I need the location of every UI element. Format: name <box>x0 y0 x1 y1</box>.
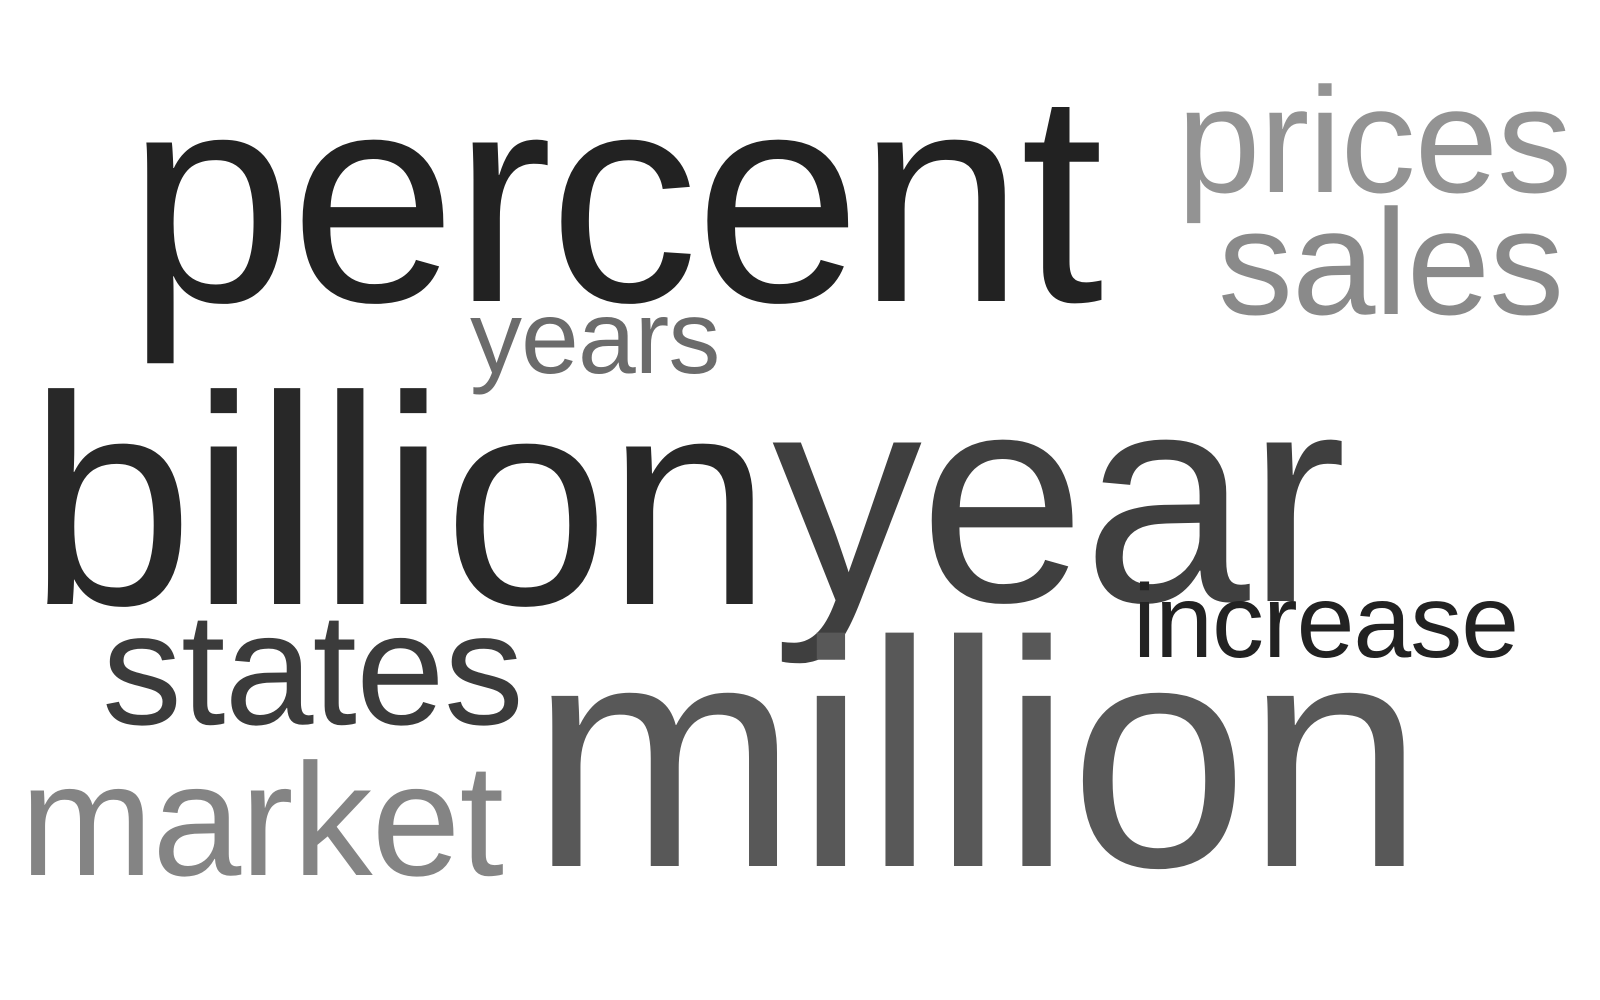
word-increase: increase <box>1133 564 1519 680</box>
word-million: million <box>530 576 1425 935</box>
word-billion: billion <box>28 335 772 668</box>
word-years: years <box>470 280 720 396</box>
word-states: states <box>102 579 524 758</box>
word-year: year <box>772 329 1347 665</box>
word-sales: sales <box>1218 178 1564 346</box>
word-prices: prices <box>1177 56 1572 224</box>
word-percent: percent <box>127 29 1104 365</box>
word-market: market <box>20 730 504 909</box>
